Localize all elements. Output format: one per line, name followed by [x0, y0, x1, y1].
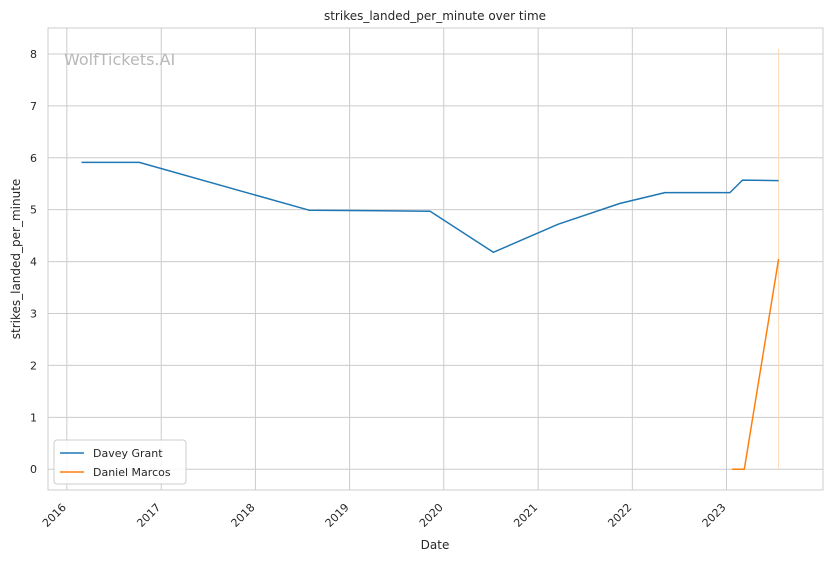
watermark: WolfTickets.AI — [64, 50, 175, 69]
y-tick-label: 0 — [30, 463, 37, 476]
y-tick-label: 8 — [30, 48, 37, 61]
y-tick-label: 4 — [30, 256, 37, 269]
series-line-daniel-marcos — [731, 258, 780, 470]
x-tick-label: 2022 — [605, 501, 634, 530]
x-tick-label: 2023 — [700, 501, 729, 530]
y-tick-label: 6 — [30, 152, 37, 165]
x-tick-label: 2020 — [417, 501, 446, 530]
y-tick-label: 5 — [30, 204, 37, 217]
series-lines — [81, 48, 780, 470]
chart-title: strikes_landed_per_minute over time — [324, 9, 546, 23]
x-tick-label: 2021 — [511, 501, 540, 530]
y-tick-label: 7 — [30, 100, 37, 113]
y-tick-label: 1 — [30, 411, 37, 424]
y-tick-label: 3 — [30, 308, 37, 321]
y-tick-label: 2 — [30, 359, 37, 372]
series-line-davey-grant — [81, 161, 779, 254]
legend: Davey Grant Daniel Marcos — [53, 439, 187, 485]
x-tick-label: 2016 — [40, 501, 69, 530]
x-tick-label: 2019 — [323, 501, 352, 530]
plot-frame — [47, 27, 824, 491]
legend-label-daniel-marcos: Daniel Marcos — [93, 466, 171, 479]
legend-box — [53, 439, 187, 485]
x-axis-title: Date — [421, 538, 450, 552]
x-tick-label: 2017 — [134, 501, 163, 530]
y-axis-title: strikes_landed_per_minute — [9, 179, 23, 340]
grid — [48, 28, 823, 490]
x-tick-label: 2018 — [229, 501, 258, 530]
legend-label-davey-grant: Davey Grant — [93, 447, 163, 460]
